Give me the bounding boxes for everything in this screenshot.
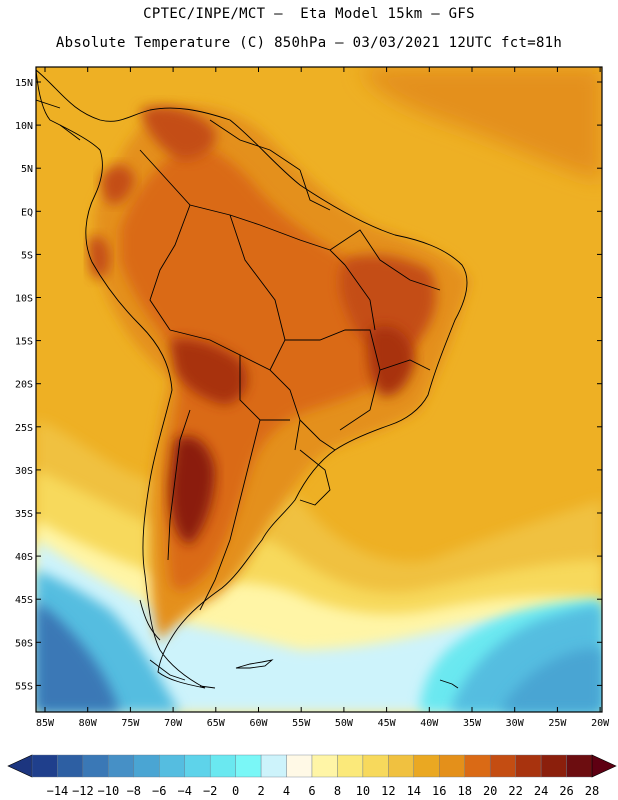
lat-label: 35S: [15, 509, 33, 520]
map-frame: [35, 66, 603, 713]
lat-label: 50S: [15, 638, 33, 649]
colorbar-label: −4: [178, 784, 192, 798]
temperature-field: [36, 67, 602, 712]
colorbar-label: 14: [407, 784, 421, 798]
colorbar-swatch: [540, 754, 567, 778]
lon-label: 40W: [420, 718, 439, 729]
colorbar-end-right: [591, 754, 617, 778]
colorbar-label: 10: [356, 784, 370, 798]
colorbar-swatch: [337, 754, 364, 778]
colorbar-swatch: [159, 754, 185, 778]
lat-label: 20S: [15, 380, 33, 391]
latitude-ticks: 15N 10N 5N EQ 5S 10S 15S 20S 25S 30S 35S 40S 45S 50S 5…: [15, 78, 602, 692]
map-subtitle: Absolute Temperature (C) 850hPa – 03/03/…: [55, 35, 563, 51]
colorbar-label: 8: [334, 784, 341, 798]
lon-label: 60W: [249, 718, 268, 729]
colorbar-label: 18: [458, 784, 472, 798]
colorbar-label: −6: [152, 784, 166, 798]
colorbar-label: 6: [308, 784, 315, 798]
lon-label: 55W: [292, 718, 311, 729]
colorbar-label: 16: [432, 784, 446, 798]
color-bar-labels: −14 −12 −10 −8 −6 −4 −2 0 2 4 6 8 10 12 14 16 18 20 22 24 26…: [47, 784, 600, 798]
colorbar-swatch: [464, 754, 491, 778]
colorbar-end-left: [7, 754, 33, 778]
lat-label: 55S: [15, 681, 33, 692]
colorbar-swatch: [108, 754, 135, 778]
lat-label: 15N: [15, 78, 33, 89]
colorbar-label: −2: [203, 784, 217, 798]
lon-label: 70W: [164, 718, 183, 729]
colorbar-swatch: [82, 754, 109, 778]
colorbar-swatch: [235, 754, 262, 778]
colorbar-swatch: [439, 754, 465, 778]
lat-label: 5N: [21, 164, 33, 175]
lon-label: 65W: [207, 718, 226, 729]
lat-label: 25S: [15, 423, 33, 434]
lon-label: 80W: [79, 718, 98, 729]
colorbar-swatch: [286, 754, 313, 778]
colorbar-label: 26: [559, 784, 573, 798]
lat-label: 15S: [15, 337, 33, 348]
lon-label: 85W: [36, 718, 55, 729]
lat-label: 10S: [15, 294, 33, 305]
color-bar: [7, 754, 617, 778]
lon-label: 45W: [378, 718, 397, 729]
lat-label: 10N: [15, 121, 33, 132]
colorbar-swatch: [184, 754, 211, 778]
colorbar-label: 20: [483, 784, 497, 798]
colorbar-label: 4: [283, 784, 290, 798]
colorbar-label: 2: [257, 784, 264, 798]
colorbar-label: −12: [72, 784, 94, 798]
colorbar-swatch: [133, 754, 160, 778]
colorbar-label: 22: [508, 784, 522, 798]
lon-label: 50W: [335, 718, 354, 729]
lat-label: EQ: [21, 207, 33, 218]
lat-label: 45S: [15, 595, 33, 606]
lon-label: 35W: [463, 718, 482, 729]
colorbar-swatch: [31, 754, 58, 778]
lat-label: 5S: [21, 250, 33, 261]
colorbar-swatch: [413, 754, 440, 778]
map-title: CPTEC/INPE/MCT – Eta Model 15km – GFS: [143, 6, 475, 22]
colorbar-swatch: [209, 754, 236, 778]
lon-label: 25W: [548, 718, 567, 729]
longitude-ticks: 85W 80W 75W 70W 65W 60W 55W 50W 45W 40W 35W 30W 25W 2…: [36, 67, 610, 729]
colorbar-swatch: [260, 754, 287, 778]
colorbar-label: −14: [47, 784, 69, 798]
coastlines: [36, 69, 468, 689]
colorbar-swatch: [57, 754, 84, 778]
colorbar-swatch: [515, 754, 542, 778]
colorbar-label: 12: [381, 784, 395, 798]
colorbar-label: −8: [127, 784, 141, 798]
lon-label: 20W: [591, 718, 610, 729]
colorbar-swatch: [362, 754, 389, 778]
colorbar-swatch: [311, 754, 338, 778]
colorbar-label: 28: [585, 784, 599, 798]
colorbar-swatch: [566, 754, 593, 778]
lat-label: 40S: [15, 552, 33, 563]
lon-label: 75W: [121, 718, 140, 729]
lon-label: 30W: [506, 718, 525, 729]
lat-label: 30S: [15, 466, 33, 477]
colorbar-swatch: [489, 754, 516, 778]
colorbar-label: 0: [232, 784, 239, 798]
colorbar-label: −10: [98, 784, 120, 798]
colorbar-label: 24: [534, 784, 548, 798]
colorbar-swatch: [388, 754, 415, 778]
